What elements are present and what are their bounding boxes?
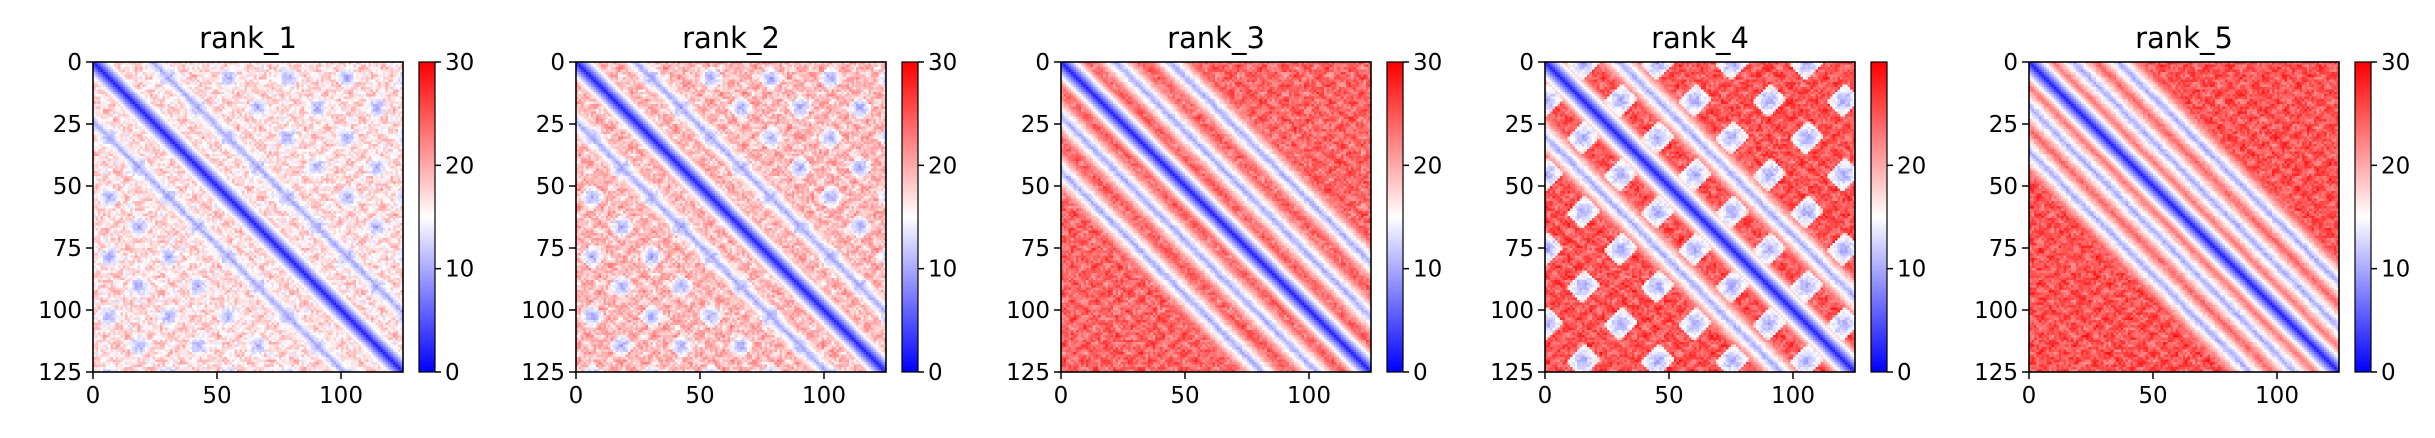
panel-title: rank_1 (199, 21, 297, 55)
colorbar-tick-label: 10 (445, 257, 474, 283)
y-tick-label: 50 (536, 174, 565, 200)
y-tick-label: 125 (38, 360, 82, 386)
y-tick-label: 75 (1989, 236, 2018, 262)
y-tick-label: 50 (53, 174, 82, 200)
y-tick-label: 125 (1006, 360, 1050, 386)
heatmap-rank_4 (1545, 62, 1855, 372)
colorbar-tick-label: 0 (1897, 360, 1912, 386)
y-tick-label: 125 (1490, 360, 1534, 386)
y-tick-label: 25 (536, 112, 565, 138)
panel-title: rank_2 (682, 21, 780, 55)
y-tick-label: 100 (1006, 298, 1050, 324)
y-tick-label: 75 (1021, 236, 1050, 262)
y-tick-label: 100 (521, 298, 565, 324)
colorbar-tick-label: 30 (2381, 50, 2410, 76)
y-tick-label: 75 (1505, 236, 1534, 262)
y-tick-label: 100 (1490, 298, 1534, 324)
x-tick-label: 100 (802, 383, 846, 409)
x-tick-label: 50 (202, 383, 231, 409)
plot-frame (2028, 61, 2340, 373)
y-tick-label: 25 (1505, 112, 1534, 138)
x-tick-label: 100 (1771, 383, 1815, 409)
y-tick-label: 100 (1974, 298, 2018, 324)
x-tick-label: 50 (685, 383, 714, 409)
colorbar-gradient (1871, 62, 1887, 372)
colorbar-tick-label: 0 (928, 360, 943, 386)
heatmap-rank_3 (1061, 62, 1371, 372)
y-tick-label: 75 (536, 236, 565, 262)
y-tick-label: 50 (1505, 174, 1534, 200)
colorbar-frame (1870, 61, 1888, 373)
x-tick-label: 100 (2255, 383, 2299, 409)
panel-title: rank_5 (2135, 21, 2233, 55)
colorbar-tick-label: 10 (2381, 257, 2410, 283)
y-tick-label: 25 (53, 112, 82, 138)
colorbar-tick-label: 10 (1413, 257, 1442, 283)
y-tick-label: 100 (38, 298, 82, 324)
y-tick-label: 0 (67, 50, 82, 76)
x-tick-label: 0 (569, 383, 584, 409)
colorbar-tick-label: 0 (445, 360, 460, 386)
plot-frame (1060, 61, 1372, 373)
colorbar-tick-label: 0 (2381, 360, 2396, 386)
colorbar-tick-label: 20 (1413, 153, 1442, 179)
x-tick-label: 50 (1170, 383, 1199, 409)
y-tick-label: 0 (2003, 50, 2018, 76)
x-tick-label: 0 (1538, 383, 1553, 409)
y-tick-label: 25 (1021, 112, 1050, 138)
colorbar-tick-label: 30 (1413, 50, 1442, 76)
heatmap-rank_5 (2029, 62, 2339, 372)
colorbar-tick-label: 20 (928, 153, 957, 179)
panel-title: rank_3 (1167, 21, 1265, 55)
y-tick-label: 50 (1989, 174, 2018, 200)
colorbar-gradient (419, 62, 435, 372)
y-tick-label: 125 (1974, 360, 2018, 386)
x-tick-label: 0 (2022, 383, 2037, 409)
colorbar-tick-label: 20 (1897, 153, 1926, 179)
x-tick-label: 50 (1654, 383, 1683, 409)
y-tick-label: 50 (1021, 174, 1050, 200)
colorbar-tick-label: 30 (928, 50, 957, 76)
colorbar-gradient (2355, 62, 2371, 372)
plot-frame (1544, 61, 1856, 373)
colorbar-frame (1386, 61, 1404, 373)
y-tick-label: 75 (53, 236, 82, 262)
heatmap-rank_1 (93, 62, 403, 372)
panel-title: rank_4 (1651, 21, 1749, 55)
plot-frame (575, 61, 887, 373)
colorbar-tick-label: 20 (2381, 153, 2410, 179)
heatmap-rank_2 (576, 62, 886, 372)
colorbar-frame (2354, 61, 2372, 373)
colorbar-frame (418, 61, 436, 373)
colorbar-frame (901, 61, 919, 373)
y-tick-label: 0 (550, 50, 565, 76)
colorbar-tick-label: 10 (928, 257, 957, 283)
y-tick-label: 0 (1519, 50, 1534, 76)
y-tick-label: 0 (1035, 50, 1050, 76)
colorbar-gradient (902, 62, 918, 372)
x-tick-label: 0 (1054, 383, 1069, 409)
y-tick-label: 125 (521, 360, 565, 386)
x-tick-label: 0 (86, 383, 101, 409)
x-tick-label: 100 (319, 383, 363, 409)
plot-frame (92, 61, 404, 373)
colorbar-tick-label: 10 (1897, 257, 1926, 283)
x-tick-label: 100 (1287, 383, 1331, 409)
y-tick-label: 25 (1989, 112, 2018, 138)
colorbar-gradient (1387, 62, 1403, 372)
colorbar-tick-label: 20 (445, 153, 474, 179)
colorbar-tick-label: 0 (1413, 360, 1428, 386)
x-tick-label: 50 (2138, 383, 2167, 409)
colorbar-tick-label: 30 (445, 50, 474, 76)
